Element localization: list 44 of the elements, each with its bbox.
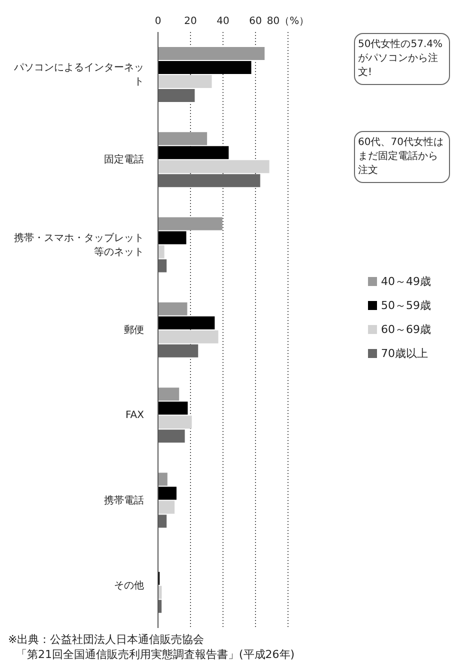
bar	[158, 500, 175, 514]
x-tick-label: 20	[184, 16, 197, 27]
y-tick-label: 固定電話	[104, 153, 144, 166]
bar	[158, 402, 188, 415]
text: ※出典：公益社団法人日本通信販売協会	[8, 632, 206, 647]
bar	[158, 61, 252, 74]
bar	[158, 132, 208, 146]
bar	[158, 416, 192, 429]
bar	[158, 514, 167, 528]
y-tick-label: 郵便	[124, 324, 144, 336]
bar	[158, 388, 180, 401]
bar	[158, 160, 270, 174]
bar	[158, 330, 218, 344]
bar	[158, 430, 185, 443]
y-tick-label: 携帯・スマホ・タッブレット等のネット	[14, 232, 144, 258]
legend-label: 60～69歳	[381, 323, 431, 336]
bar	[158, 259, 167, 272]
bar	[158, 231, 186, 244]
bar	[158, 89, 195, 102]
text: 「第21回全国通信販売利用実態調査報告書」(平成26年)	[15, 647, 296, 662]
bar	[158, 75, 212, 88]
bar	[158, 302, 188, 316]
legend-label: 40～49歳	[381, 275, 431, 288]
x-tick-label: 40	[216, 16, 230, 27]
bar	[158, 486, 177, 500]
y-tick-label: 携帯電話	[104, 494, 144, 506]
speech-bubble: 60代、70代女性はまだ固定電話から注文	[354, 131, 450, 183]
bar	[158, 344, 198, 358]
x-tick-label: 60	[249, 16, 262, 27]
legend-label: 70歳以上	[381, 347, 428, 360]
bar	[158, 47, 265, 60]
bar	[158, 146, 229, 160]
bar	[158, 472, 168, 486]
y-tick-label: パソコンによるインターネット	[13, 62, 144, 88]
bar	[158, 245, 164, 258]
speech-bubble: 50代女性の57.4%がパソコンから注文!	[354, 33, 450, 85]
bar	[158, 217, 222, 230]
legend-label: 50～59歳	[381, 299, 431, 312]
bar	[158, 316, 215, 330]
bar	[158, 174, 260, 188]
x-tick-label: 80（%）	[266, 16, 310, 27]
y-tick-label: FAX	[125, 410, 144, 421]
x-tick-label: 0	[154, 16, 162, 27]
y-tick-label: その他	[114, 579, 144, 592]
